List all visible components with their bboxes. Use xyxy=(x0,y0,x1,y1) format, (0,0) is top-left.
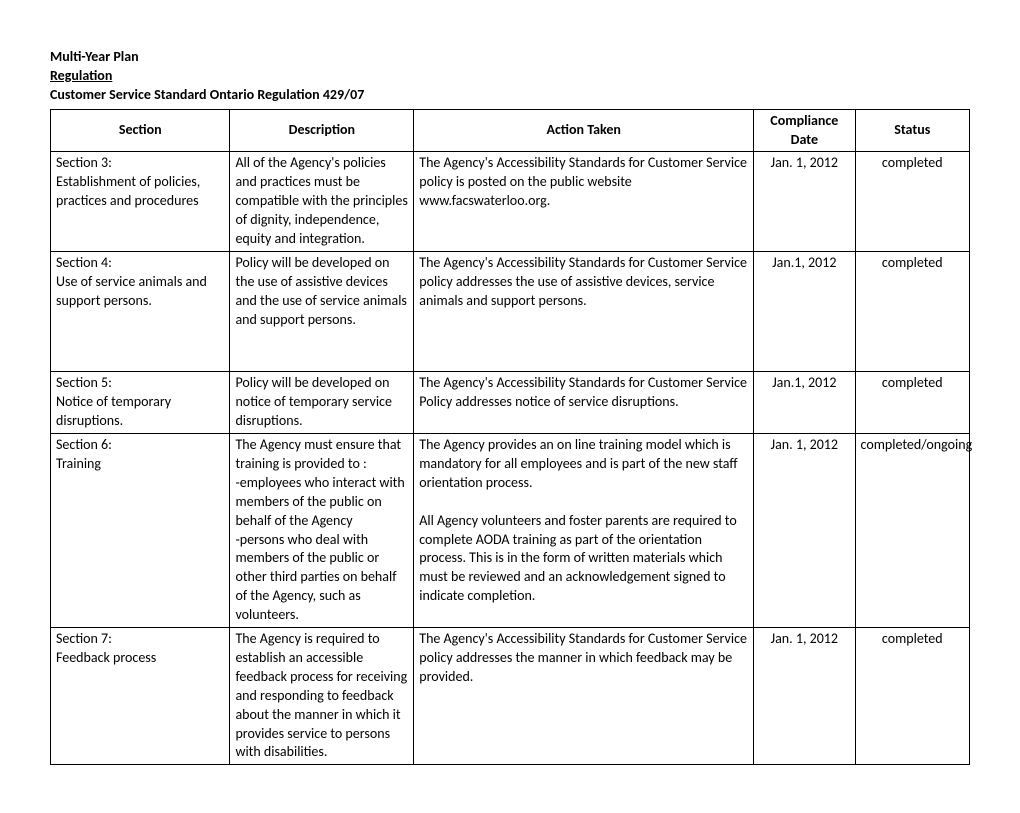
cell-section: Section 3:Establishment of policies, pra… xyxy=(51,152,230,251)
cell-action: The Agency's Accessibility Standards for… xyxy=(414,152,754,251)
cell-section: Section 5:Notice of temporary disruption… xyxy=(51,372,230,434)
header-line-2: Regulation xyxy=(50,67,970,86)
section-title: Section 7: xyxy=(56,630,224,649)
section-desc: Establishment of policies, practices and… xyxy=(56,173,224,211)
cell-description: Policy will be developed on notice of te… xyxy=(230,372,414,434)
cell-status: completed xyxy=(855,152,969,251)
section-desc: Feedback process xyxy=(56,649,224,668)
cell-section: Section 6:Training xyxy=(51,434,230,628)
col-header-status: Status xyxy=(855,109,969,152)
col-header-section: Section xyxy=(51,109,230,152)
cell-action: The Agency's Accessibility Standards for… xyxy=(414,628,754,765)
cell-date: Jan. 1, 2012 xyxy=(754,152,855,251)
cell-status: completed xyxy=(855,372,969,434)
cell-description: The Agency is required to establish an a… xyxy=(230,628,414,765)
header-line-3: Customer Service Standard Ontario Regula… xyxy=(50,86,970,105)
section-desc: Use of service animals and support perso… xyxy=(56,273,224,311)
table-row: Section 3:Establishment of policies, pra… xyxy=(51,152,970,251)
cell-action: The Agency's Accessibility Standards for… xyxy=(414,372,754,434)
section-title: Section 6: xyxy=(56,436,224,455)
compliance-table: Section Description Action Taken Complia… xyxy=(50,109,970,766)
table-row: Section 7:Feedback processThe Agency is … xyxy=(51,628,970,765)
cell-status: completed xyxy=(855,628,969,765)
col-header-action: Action Taken xyxy=(414,109,754,152)
cell-description: Policy will be developed on the use of a… xyxy=(230,251,414,372)
cell-section: Section 7:Feedback process xyxy=(51,628,230,765)
cell-description: All of the Agency's policies and practic… xyxy=(230,152,414,251)
cell-date: Jan.1, 2012 xyxy=(754,372,855,434)
section-desc: Training xyxy=(56,455,224,474)
table-header-row: Section Description Action Taken Complia… xyxy=(51,109,970,152)
section-title: Section 5: xyxy=(56,374,224,393)
cell-description: The Agency must ensure that training is … xyxy=(230,434,414,628)
table-row: Section 5:Notice of temporary disruption… xyxy=(51,372,970,434)
cell-date: Jan. 1, 2012 xyxy=(754,434,855,628)
cell-date: Jan.1, 2012 xyxy=(754,251,855,372)
table-row: Section 4:Use of service animals and sup… xyxy=(51,251,970,372)
header-line-1: Multi-Year Plan xyxy=(50,48,970,67)
table-row: Section 6:TrainingThe Agency must ensure… xyxy=(51,434,970,628)
col-header-description: Description xyxy=(230,109,414,152)
section-title: Section 4: xyxy=(56,254,224,273)
document-header: Multi-Year Plan Regulation Customer Serv… xyxy=(50,48,970,105)
col-header-date: Compliance Date xyxy=(754,109,855,152)
cell-section: Section 4:Use of service animals and sup… xyxy=(51,251,230,372)
cell-status: completed/ongoing xyxy=(855,434,969,628)
cell-action: The Agency provides an on line training … xyxy=(414,434,754,628)
section-title: Section 3: xyxy=(56,154,224,173)
cell-status: completed xyxy=(855,251,969,372)
section-desc: Notice of temporary disruptions. xyxy=(56,393,224,431)
cell-action: The Agency's Accessibility Standards for… xyxy=(414,251,754,372)
cell-date: Jan. 1, 2012 xyxy=(754,628,855,765)
